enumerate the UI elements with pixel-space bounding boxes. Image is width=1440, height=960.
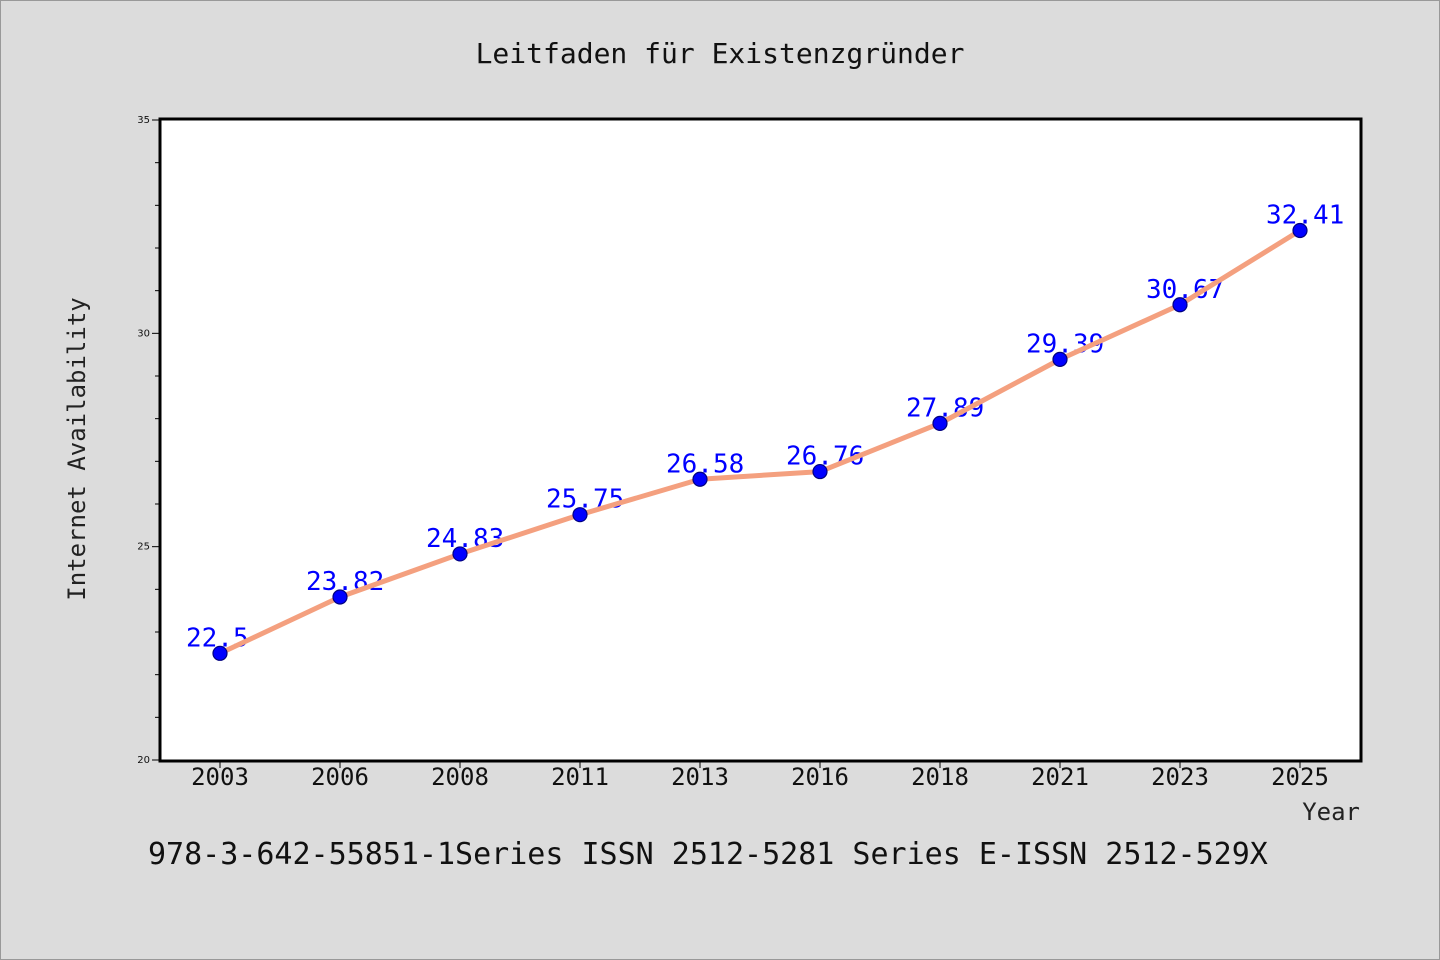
x-axis-label: Year — [1302, 798, 1360, 826]
data-point — [332, 589, 348, 605]
data-point — [572, 507, 588, 523]
chart-title: Leitfaden für Existenzgründer — [476, 37, 965, 70]
x-tick-label: 2016 — [791, 763, 849, 791]
x-tick-label: 2018 — [911, 763, 969, 791]
x-tick-label: 2011 — [551, 763, 609, 791]
data-point — [1292, 222, 1308, 239]
y-axis-ticks — [152, 119, 160, 761]
x-axis-tick-labels: 2003 2006 2008 2011 2013 2016 2018 2021 2023 2025 — [191, 763, 1329, 791]
data-point — [212, 645, 228, 661]
x-tick-label: 2025 — [1271, 763, 1329, 791]
x-tick-label: 2003 — [191, 763, 249, 791]
x-axis-ticks — [219, 761, 1301, 768]
plot-area — [158, 117, 1363, 763]
series-markers — [212, 222, 1308, 661]
y-axis-tick-labels: 20 25 30 35 — [137, 115, 150, 766]
x-tick-label: 2023 — [1151, 763, 1209, 791]
x-tick-label: 2021 — [1031, 763, 1089, 791]
y-tick-label: 25 — [137, 542, 150, 553]
y-tick-label: 20 — [137, 755, 150, 766]
footer-text: 978-3-642-55851-1Series ISSN 2512-5281 S… — [148, 837, 1268, 872]
data-point — [1052, 351, 1068, 367]
x-tick-label: 2013 — [671, 763, 729, 791]
series-line — [217, 228, 1303, 656]
y-tick-label: 30 — [137, 328, 150, 339]
data-point — [692, 471, 708, 487]
data-point — [812, 463, 828, 480]
data-point — [1172, 297, 1188, 313]
x-tick-label: 2006 — [311, 763, 369, 791]
data-point — [452, 546, 468, 562]
y-tick-label: 35 — [137, 115, 150, 126]
x-tick-label: 2008 — [431, 763, 489, 791]
y-axis-label: Internet Availability — [63, 297, 91, 600]
data-point — [932, 415, 948, 431]
